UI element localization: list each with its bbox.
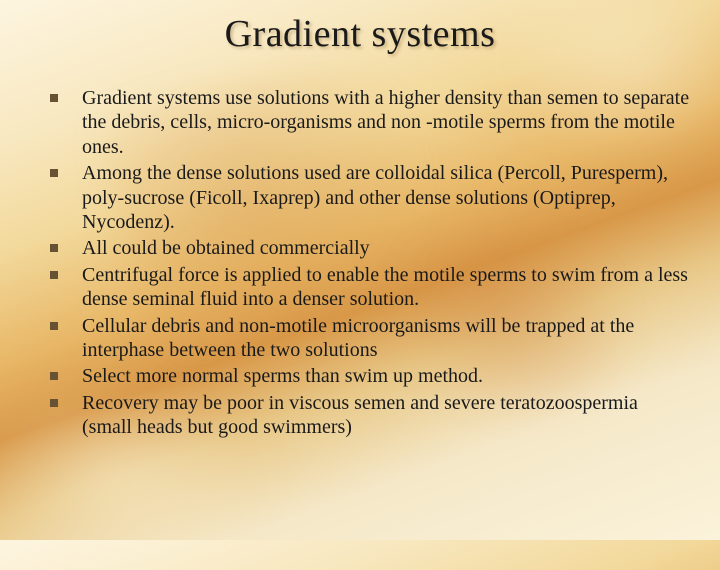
bullet-list: Gradient systems use solutions with a hi… (28, 86, 692, 439)
slide: Gradient systems Gradient systems use so… (0, 0, 720, 540)
list-item: Select more normal sperms than swim up m… (50, 364, 692, 388)
list-item: Gradient systems use solutions with a hi… (50, 86, 692, 159)
list-item: All could be obtained commercially (50, 236, 692, 260)
list-item: Cellular debris and non-motile microorga… (50, 314, 692, 363)
list-item: Among the dense solutions used are collo… (50, 161, 692, 234)
list-item: Centrifugal force is applied to enable t… (50, 263, 692, 312)
list-item: Recovery may be poor in viscous semen an… (50, 391, 692, 440)
slide-title: Gradient systems (28, 12, 692, 56)
